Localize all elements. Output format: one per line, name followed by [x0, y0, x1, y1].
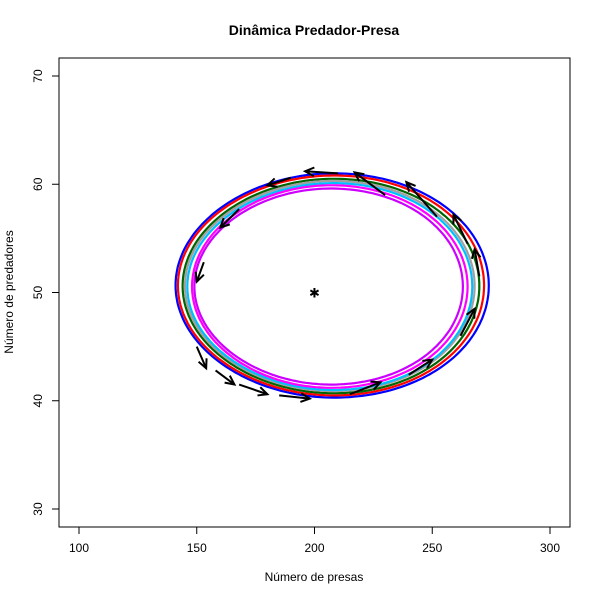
- x-tick-label: 100: [69, 541, 89, 555]
- direction-arrow: [194, 261, 205, 284]
- orbit-series-3: [183, 179, 476, 393]
- direction-arrow: [352, 170, 386, 196]
- direction-arrow: [408, 358, 435, 376]
- x-axis: 100 150 200 250 300: [69, 526, 560, 555]
- orbit-series-0: [174, 172, 490, 399]
- x-tick-label: 250: [422, 541, 442, 555]
- direction-arrow: [459, 306, 476, 337]
- direction-arrow: [195, 346, 208, 371]
- y-axis-label: Número de predadores: [2, 230, 16, 353]
- direction-arrow: [218, 208, 240, 230]
- orbit-series-6: [193, 187, 465, 386]
- direction-arrow: [349, 380, 383, 396]
- x-tick-label: 150: [187, 541, 207, 555]
- y-tick-label: 40: [31, 394, 45, 408]
- chart-title: Dinâmica Predador-Presa: [229, 22, 400, 38]
- orbit-series-4: [186, 182, 474, 392]
- y-tick-label: 50: [31, 286, 45, 300]
- x-tick-label: 200: [304, 541, 324, 555]
- equilibrium-marker: ✱: [309, 287, 320, 302]
- direction-arrow: [214, 369, 237, 386]
- y-tick-label: 30: [31, 502, 45, 516]
- direction-arrow: [279, 392, 313, 403]
- direction-arrow: [452, 212, 469, 245]
- direction-arrow: [265, 176, 292, 188]
- orbit-series-1: [176, 174, 486, 397]
- y-tick-label: 60: [31, 177, 45, 191]
- orbit-series-2: [181, 177, 481, 395]
- arrow-layer: [194, 166, 482, 403]
- x-tick-label: 300: [540, 541, 560, 555]
- orbit-series-5: [190, 184, 469, 389]
- y-tick-label: 70: [31, 69, 45, 83]
- direction-arrow: [238, 383, 270, 397]
- direction-arrow: [404, 180, 438, 218]
- direction-arrow: [302, 166, 339, 178]
- y-axis: 30 40 50 60 70: [31, 69, 60, 516]
- x-axis-label: Número de presas: [265, 570, 364, 584]
- direction-arrow: [470, 246, 482, 277]
- series-layer: [174, 172, 490, 399]
